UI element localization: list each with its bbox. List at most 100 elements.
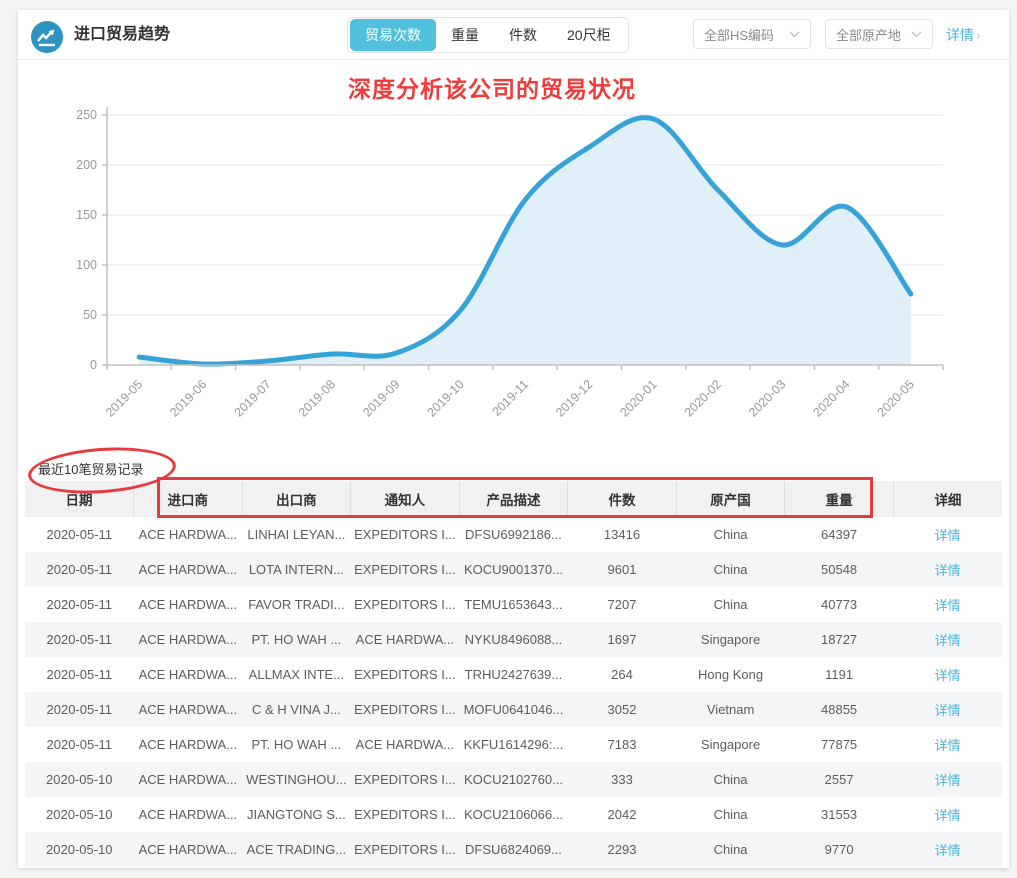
x-tick-label: 2019-12	[553, 377, 595, 419]
x-tick-label: 2019-06	[167, 377, 209, 419]
row-detail-link[interactable]: 详情	[934, 563, 961, 578]
table-cell-2: LINHAI LEYAN...	[247, 527, 346, 542]
table-cell-7: 1191	[825, 667, 854, 682]
tab-quantity[interactable]: 件数	[509, 27, 537, 43]
x-tick-label: 2019-10	[424, 377, 466, 419]
table-cell-6: Vietnam	[706, 702, 755, 717]
table-cell-7: 2557	[824, 772, 854, 787]
x-tick-label: 2019-09	[360, 377, 402, 419]
table-cell-0: 2020-05-11	[46, 737, 113, 752]
table-cell-5: 1697	[607, 632, 637, 647]
table-cell-5: 7183	[607, 737, 637, 752]
table-cell-4: TRHU2427639...	[464, 667, 563, 682]
table-cell-6: China	[713, 807, 748, 822]
table-cell-6: Singapore	[700, 737, 761, 752]
table-row: 2020-05-11 ACE HARDWA... PT. HO WAH ... ACE…	[25, 727, 1002, 762]
table-row: 2020-05-11 ACE HARDWA... FAVOR TRADI... EXP…	[25, 587, 1002, 622]
origin-select[interactable]: 全部原产地	[825, 19, 933, 49]
table-row: 2020-05-11 ACE HARDWA... C & H VINA J... EX…	[25, 692, 1002, 727]
table-cell-3: EXPEDITORS I...	[354, 667, 456, 682]
table-row: 2020-05-11 ACE HARDWA... LINHAI LEYAN... EX…	[25, 517, 1002, 552]
hs-code-select[interactable]: 全部HS编码	[693, 19, 811, 49]
x-tick-label: 2020-05	[875, 377, 917, 419]
table-cell-6: Singapore	[700, 632, 761, 647]
x-tick-label: 2020-04	[810, 377, 852, 419]
detail-cell: 详情	[893, 762, 1002, 797]
table-cell-1: ACE HARDWA...	[138, 807, 238, 822]
table-cell-5: 264	[611, 667, 633, 682]
trade-records-table: 日期 进口商 出口商 通知人 产品描述 件数 原产国 重量 详细 2020-05-11 ACE H…	[25, 481, 1002, 867]
table-cell-7: 40773	[821, 597, 858, 612]
table-cell-0: 2020-05-11	[46, 562, 113, 577]
column-header-8: 详细	[892, 481, 1002, 517]
table-row: 2020-05-11 ACE HARDWA... ALLMAX INTE... EXP…	[25, 657, 1002, 692]
table-cell-1: ACE HARDWA...	[138, 667, 238, 682]
row-detail-link[interactable]: 详情	[934, 633, 961, 648]
y-tick-label: 100	[76, 258, 97, 272]
table-cell-6: China	[713, 772, 748, 787]
table-cell-0: 2020-05-10	[46, 842, 113, 857]
row-detail-link[interactable]: 详情	[934, 808, 961, 823]
x-tick-label: 2019-08	[296, 377, 338, 419]
table-cell-4: DFSU6992186...	[465, 527, 562, 542]
x-tick-label: 2019-07	[232, 377, 274, 419]
table-cell-7: 18727	[821, 632, 858, 647]
table-cell-2: WESTINGHOU...	[246, 772, 347, 787]
table-cell-2: FAVOR TRADI...	[248, 597, 345, 612]
row-detail-link[interactable]: 详情	[934, 738, 961, 753]
table-cell-7: 48855	[821, 702, 858, 717]
row-detail-link[interactable]: 详情	[934, 773, 961, 788]
table-cell-2: LOTA INTERN...	[248, 562, 344, 577]
trend-area	[139, 117, 911, 365]
row-detail-link[interactable]: 详情	[934, 598, 961, 613]
header-detail-link-label: 详情	[946, 27, 974, 43]
table-cell-5: 13416	[603, 527, 641, 542]
x-tick-label: 2020-03	[746, 377, 788, 419]
table-cell-2: PT. HO WAH ...	[251, 737, 342, 752]
table-cell-3: EXPEDITORS I...	[354, 772, 456, 787]
table-cell-6: China	[713, 562, 748, 577]
table-cell-1: ACE HARDWA...	[138, 597, 238, 612]
table-header: 日期 进口商 出口商 通知人 产品描述 件数 原产国 重量 详细	[25, 481, 1002, 517]
row-detail-link[interactable]: 详情	[934, 528, 961, 543]
table-cell-0: 2020-05-10	[46, 807, 113, 822]
x-tick-label: 2019-11	[489, 377, 531, 419]
y-tick-label: 200	[76, 158, 97, 172]
column-header-0: 日期	[25, 481, 134, 517]
x-tick-label: 2019-05	[103, 377, 145, 419]
table-cell-3: EXPEDITORS I...	[354, 842, 456, 857]
y-tick-label: 250	[76, 108, 97, 122]
table-cell-6: China	[713, 527, 748, 542]
table-cell-0: 2020-05-10	[46, 772, 113, 787]
table-cell-5: 333	[611, 772, 633, 787]
table-cell-7: 64397	[821, 527, 858, 542]
column-header-4: 产品描述	[458, 481, 568, 517]
table-cell-4: TEMU1653643...	[464, 597, 563, 612]
table-row: 2020-05-10 ACE HARDWA... WESTINGHOU... EXPE…	[25, 762, 1002, 797]
detail-cell: 详情	[893, 727, 1002, 762]
detail-cell: 详情	[893, 797, 1002, 832]
table-cell-3: EXPEDITORS I...	[354, 807, 456, 822]
detail-cell: 详情	[893, 832, 1002, 867]
column-header-6: 原产国	[675, 481, 785, 517]
table-row: 2020-05-10 ACE HARDWA... JIANGTONG S... EXP…	[25, 797, 1002, 832]
table-cell-0: 2020-05-11	[46, 527, 113, 542]
detail-cell: 详情	[893, 657, 1002, 692]
tab-20ft-container[interactable]: 20尺柜	[567, 27, 611, 43]
tab-weight[interactable]: 重量	[451, 27, 479, 43]
tab-trade-count[interactable]: 贸易次数	[350, 19, 436, 51]
table-cell-3: EXPEDITORS I...	[354, 527, 456, 542]
table-cell-2: PT. HO WAH ...	[251, 632, 342, 647]
detail-cell: 详情	[893, 517, 1002, 552]
column-header-3: 通知人	[350, 481, 460, 517]
header-detail-link[interactable]: 详情 ›	[946, 25, 980, 45]
table-cell-3: EXPEDITORS I...	[354, 562, 456, 577]
table-row: 2020-05-10 ACE HARDWA... ACE TRADING... EXP…	[25, 832, 1002, 867]
column-header-2: 出口商	[241, 481, 351, 517]
table-cell-7: 77875	[821, 737, 858, 752]
row-detail-link[interactable]: 详情	[934, 703, 961, 718]
row-detail-link[interactable]: 详情	[934, 668, 961, 683]
table-cell-4: NYKU8496088...	[464, 632, 563, 647]
table-cell-6: China	[713, 842, 748, 857]
row-detail-link[interactable]: 详情	[934, 843, 961, 858]
